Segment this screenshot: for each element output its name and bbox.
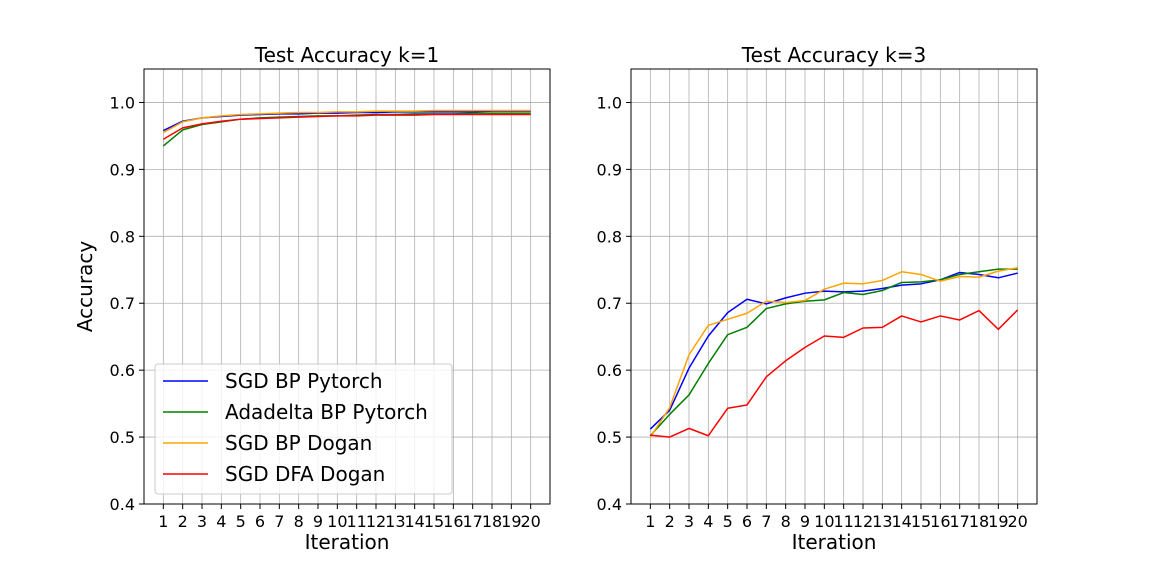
- x-tick-label: 7: [761, 512, 771, 531]
- x-tick-label: 12: [366, 512, 386, 531]
- y-ticks: 0.4 0.5 0.6 0.7 0.8 0.9 1.0: [110, 93, 144, 514]
- y-tick-label: 0.7: [110, 294, 135, 313]
- x-tick-label: 17: [462, 512, 482, 531]
- legend-label: SGD BP Dogan: [225, 431, 372, 455]
- x-axis-label: Iteration: [792, 530, 877, 554]
- x-tick-label: 19: [501, 512, 521, 531]
- x-tick-label: 9: [313, 512, 323, 531]
- chart-title: Test Accuracy k=1: [254, 43, 439, 67]
- x-tick-label: 14: [891, 512, 911, 531]
- x-tick-label: 16: [443, 512, 463, 531]
- x-tick-label: 17: [949, 512, 969, 531]
- x-tick-label: 15: [911, 512, 931, 531]
- x-tick-label: 14: [404, 512, 424, 531]
- y-tick-label: 0.8: [110, 227, 135, 246]
- y-tick-label: 0.9: [597, 160, 622, 179]
- x-tick-label: 10: [814, 512, 834, 531]
- x-tick-label: 10: [327, 512, 347, 531]
- x-tick-label: 1: [645, 512, 655, 531]
- x-tick-label: 16: [930, 512, 950, 531]
- series-line-sgd-bp-pytorch: [649, 271, 1018, 430]
- x-tick-label: 20: [520, 512, 540, 531]
- x-tick-label: 20: [1007, 512, 1027, 531]
- series-line-sgd-bp-dogan: [162, 109, 531, 134]
- legend-label: SGD BP Pytorch: [225, 369, 383, 393]
- x-tick-label: 18: [482, 512, 502, 531]
- x-tick-label: 5: [723, 512, 733, 531]
- x-tick-label: 9: [800, 512, 810, 531]
- x-tick-label: 11: [833, 512, 853, 531]
- x-tick-label: 18: [969, 512, 989, 531]
- x-tick-label: 7: [274, 512, 284, 531]
- legend-item: SGD BP Pytorch: [163, 369, 383, 393]
- x-tick-label: 13: [385, 512, 405, 531]
- x-tick-label: 15: [424, 512, 444, 531]
- x-tick-label: 5: [236, 512, 246, 531]
- y-tick-label: 0.5: [597, 428, 622, 447]
- y-tick-label: 0.9: [110, 160, 135, 179]
- x-tick-label: 12: [853, 512, 873, 531]
- axes-frame: [143, 68, 551, 505]
- x-tick-label: 8: [781, 512, 791, 531]
- x-tick-label: 2: [178, 512, 188, 531]
- chart-title: Test Accuracy k=3: [741, 43, 926, 67]
- series-lines: [162, 109, 531, 147]
- y-tick-label: 0.6: [110, 361, 135, 380]
- legend: SGD BP Pytorch Adadelta BP Pytorch SGD B…: [154, 363, 453, 495]
- series-line-sgd-dfa-dogan: [162, 113, 531, 140]
- legend-label: SGD DFA Dogan: [225, 462, 385, 486]
- x-tick-label: 3: [197, 512, 207, 531]
- series-line-adadelta-bp-pytorch: [649, 268, 1018, 437]
- x-tick-label: 4: [703, 512, 713, 531]
- legend-label: Adadelta BP Pytorch: [225, 400, 428, 424]
- y-tick-label: 0.4: [110, 495, 135, 514]
- x-tick-label: 8: [294, 512, 304, 531]
- y-ticks: 0.4 0.5 0.6 0.7 0.8 0.9 1.0: [597, 93, 631, 514]
- x-tick-label: 6: [255, 512, 265, 531]
- series-line-sgd-bp-dogan: [649, 267, 1018, 438]
- y-tick-label: 1.0: [110, 93, 135, 112]
- y-tick-label: 0.4: [597, 495, 622, 514]
- y-tick-label: 0.5: [110, 428, 135, 447]
- x-tick-label: 11: [346, 512, 366, 531]
- y-tick-label: 1.0: [597, 93, 622, 112]
- legend-item: SGD DFA Dogan: [163, 462, 385, 486]
- x-tick-label: 4: [216, 512, 226, 531]
- series-line-sgd-dfa-dogan: [650, 309, 1019, 438]
- legend-item: SGD BP Dogan: [163, 431, 372, 455]
- x-axis-label: Iteration: [305, 530, 390, 554]
- y-tick-label: 0.8: [597, 227, 622, 246]
- y-axis-label: Accuracy: [73, 241, 97, 332]
- x-tick-label: 19: [988, 512, 1008, 531]
- legend-frame: [154, 363, 453, 495]
- x-tick-label: 2: [665, 512, 675, 531]
- series-lines: [649, 267, 1019, 438]
- x-tick-label: 1: [158, 512, 168, 531]
- axes-frame: [630, 68, 1038, 505]
- y-tick-label: 0.6: [597, 361, 622, 380]
- x-tick-label: 6: [742, 512, 752, 531]
- x-tick-label: 13: [872, 512, 892, 531]
- x-tick-label: 3: [684, 512, 694, 531]
- y-tick-label: 0.7: [597, 294, 622, 313]
- legend-item: Adadelta BP Pytorch: [163, 400, 428, 424]
